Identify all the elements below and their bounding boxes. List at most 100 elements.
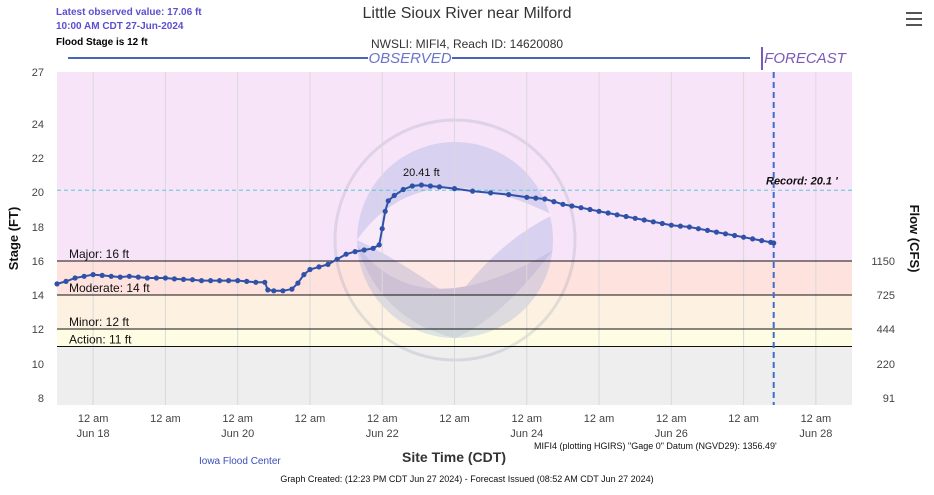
data-point xyxy=(153,275,159,281)
data-point xyxy=(379,226,385,232)
y-tick-label: 10 xyxy=(32,359,44,371)
data-point xyxy=(470,188,476,194)
data-point xyxy=(189,277,196,283)
hamburger-menu-icon[interactable] xyxy=(906,12,922,26)
x-tick-label: 12 am xyxy=(511,413,542,425)
datum-note: MIFI4 (plotting HGIRS) "Gage 0" Datum (N… xyxy=(534,441,777,451)
data-point xyxy=(632,215,638,221)
latest-value: Latest observed value: 17.06 ft xyxy=(56,7,202,18)
data-point xyxy=(542,196,548,202)
x-tick-date: Jun 18 xyxy=(77,428,110,440)
data-point xyxy=(551,199,557,205)
x-tick-date: Jun 26 xyxy=(655,428,688,440)
data-point xyxy=(54,281,60,287)
threshold-label-minor: Minor: 12 ft xyxy=(69,315,130,329)
data-point xyxy=(605,210,611,216)
data-point xyxy=(208,278,214,284)
data-point xyxy=(334,256,340,262)
x-tick-label: 12 am xyxy=(656,413,687,425)
data-point xyxy=(244,278,250,284)
data-point xyxy=(560,201,566,207)
data-point xyxy=(180,276,187,282)
data-point xyxy=(641,217,647,223)
data-point xyxy=(587,206,593,213)
data-point xyxy=(713,229,720,235)
observed-label: OBSERVED xyxy=(368,50,451,67)
credit-link[interactable]: Iowa Flood Center xyxy=(199,456,281,467)
data-point xyxy=(650,219,656,225)
x-tick-label: 12 am xyxy=(78,413,109,425)
data-point xyxy=(325,261,331,267)
data-point xyxy=(385,198,391,204)
data-point xyxy=(741,234,747,240)
data-point xyxy=(343,251,349,257)
y-axis-ticks: 8 10 12 14 16 18 20 22 24 27 xyxy=(32,67,44,405)
observed-markers xyxy=(54,182,777,294)
flow-axis-title: Flow (CFS) xyxy=(907,205,922,273)
x-tick-date: Jun 22 xyxy=(366,428,399,440)
flow-tick-label: 444 xyxy=(877,324,895,336)
forecast-label: FORECAST xyxy=(764,50,848,67)
data-point xyxy=(668,222,674,228)
data-point xyxy=(171,276,177,282)
x-tick-date: Jun 20 xyxy=(221,428,254,440)
data-point xyxy=(63,278,69,284)
data-point xyxy=(235,278,241,284)
data-point xyxy=(488,190,494,196)
data-point xyxy=(262,279,268,285)
chart-subtitle: NWSLI: MIFI4, Reach ID: 14620080 xyxy=(370,37,564,51)
data-point xyxy=(135,274,141,280)
data-point xyxy=(316,264,322,270)
graph-created-note: Graph Created: (12:23 PM CDT Jun 27 2024… xyxy=(280,474,654,484)
data-point xyxy=(253,279,259,285)
x-tick-label: 12 am xyxy=(150,413,181,425)
y-axis-title: Stage (FT) xyxy=(6,207,21,271)
flow-axis-ticks: 1150 725 444 220 91 xyxy=(871,256,895,405)
y-tick-label: 24 xyxy=(32,119,44,131)
data-point xyxy=(217,278,223,284)
data-point xyxy=(506,192,512,198)
data-point xyxy=(623,213,629,220)
data-point xyxy=(361,247,367,253)
y-tick-label: 16 xyxy=(32,256,44,268)
x-axis-ticks: 12 am Jun 18 12 am 12 am Jun 20 12 am 12 am Jun… xyxy=(77,413,833,440)
data-point xyxy=(524,194,530,200)
data-point xyxy=(307,266,313,273)
data-point xyxy=(301,272,307,278)
data-point xyxy=(162,275,168,281)
data-point xyxy=(596,208,602,214)
x-tick-label: 12 am xyxy=(801,413,832,425)
data-point xyxy=(226,278,232,284)
x-tick-label: 12 am xyxy=(295,413,326,425)
data-point xyxy=(771,240,777,246)
record-label: Record: 20.1 ' xyxy=(766,175,838,187)
data-point xyxy=(126,273,132,279)
data-point xyxy=(569,203,575,209)
data-point xyxy=(686,224,693,230)
data-point xyxy=(533,195,539,201)
y-tick-label: 18 xyxy=(32,222,44,234)
x-tick-label: 12 am xyxy=(367,413,398,425)
data-point xyxy=(352,249,358,255)
data-point xyxy=(695,226,702,232)
x-tick-label: 12 am xyxy=(222,413,253,425)
latest-time: 10:00 AM CDT 27-Jun-2024 xyxy=(56,21,184,32)
data-point xyxy=(704,227,711,233)
x-tick-date: Jun 24 xyxy=(510,428,543,440)
x-tick-label: 12 am xyxy=(728,413,759,425)
threshold-label-major: Major: 16 ft xyxy=(69,247,130,261)
threshold-label-action: Action: 11 ft xyxy=(69,333,132,347)
flood-stage-note: Flood Stage is 12 ft xyxy=(56,37,148,48)
data-point xyxy=(271,288,277,294)
data-point xyxy=(722,231,729,237)
x-axis-title: Site Time (CDT) xyxy=(402,449,506,465)
data-point xyxy=(376,242,382,248)
data-point xyxy=(409,183,415,189)
x-tick-label: 12 am xyxy=(439,413,470,425)
x-tick-date: Jun 28 xyxy=(799,428,832,440)
flow-tick-label: 725 xyxy=(877,290,895,302)
data-point xyxy=(578,205,584,211)
data-point xyxy=(659,220,665,227)
data-point xyxy=(289,286,295,292)
